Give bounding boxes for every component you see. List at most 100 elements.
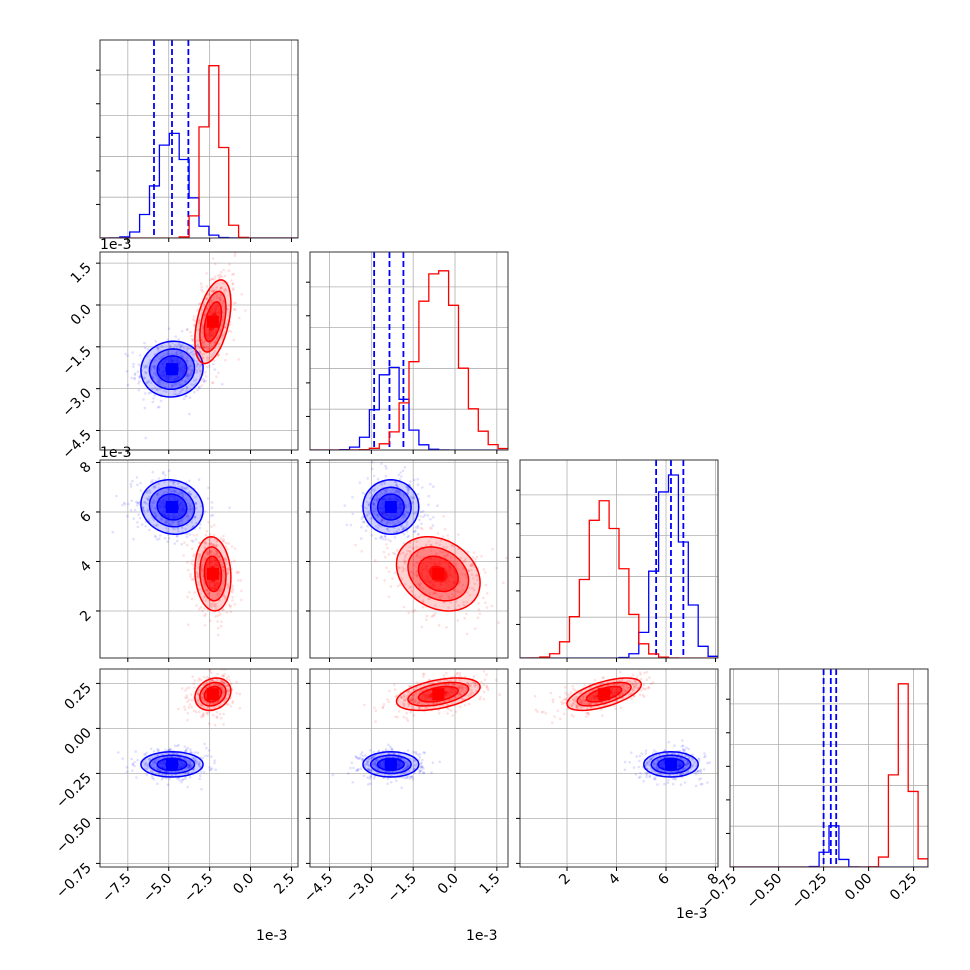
sample-point [227,675,230,678]
sample-point [203,457,206,460]
contour-red [417,555,459,593]
sample-point [498,693,502,696]
sample-point [414,763,417,766]
sample-point [467,702,471,706]
contour-red [407,546,470,602]
sample-point [386,782,389,785]
sample-point [207,592,211,595]
sample-point [211,381,215,385]
sample-point [190,597,194,601]
sample-point [390,748,394,751]
sample-point [131,762,135,766]
sample-point [195,533,199,537]
sample-point [200,379,204,382]
sample-point [210,355,213,359]
sample-point [152,486,156,489]
sample-point [178,343,182,346]
sample-point [240,589,243,593]
sample-point [206,497,210,500]
sample-point [219,613,222,616]
sample-point [472,551,476,554]
sample-point [150,365,154,368]
sample-point [191,675,194,678]
sample-point [157,482,160,486]
sample-point [416,753,420,756]
sample-point [131,763,135,766]
sample-point [219,329,222,332]
sample-point [389,539,392,543]
sample-point [502,581,505,585]
sample-point [370,460,374,464]
sample-point [232,288,235,292]
sample-point [184,394,187,398]
contour-blue [140,340,204,398]
sample-point [227,542,230,545]
sample-point [206,358,209,362]
sample-point [229,682,233,685]
sample-point [187,623,190,626]
sample-point [177,743,180,747]
sample-point [198,552,202,556]
sample-point [655,766,659,770]
sample-point [204,599,208,602]
sample-point [218,699,221,702]
sample-point [365,514,369,518]
sample-point [208,532,212,536]
sample-point [420,761,423,765]
panel-3-0: −7.5 −5.0 −2.5 0.0 2.5−0.75−0.50−0.250.000.2… [53,668,299,906]
sample-point [181,355,184,359]
sample-point [638,754,642,758]
sample-point [200,770,203,773]
sample-point [413,700,417,703]
y-tick-label: 4 [77,558,95,576]
sample-point [386,777,390,781]
sample-point [223,325,227,329]
sample-point [147,498,150,501]
sample-point [407,703,411,706]
sample-point [412,767,416,771]
sample-point [373,761,377,764]
sample-point [686,762,690,766]
sample-point [204,613,207,616]
sample-point [226,582,230,586]
sample-point [374,766,378,769]
sample-point [412,563,416,566]
sample-point [423,751,427,755]
sample-point [221,687,224,691]
sample-point [366,761,369,764]
sample-point [202,712,205,715]
sample-point [463,559,467,563]
panel-1-0: −4.5−3.0−1.50.01.5 [59,251,299,462]
sample-point [216,700,219,704]
sample-point [185,486,189,489]
sample-point [190,370,193,374]
sample-point [497,621,500,624]
sample-point [364,763,367,766]
sample-point [222,565,225,569]
sample-point [218,588,222,591]
sample-point [143,406,147,410]
sample-point [195,761,199,764]
sample-point [145,363,149,367]
sample-point [183,749,187,753]
sample-point [191,578,195,581]
sample-point [406,489,410,492]
sample-point [364,529,368,532]
sample-point [421,486,424,489]
sample-point [462,600,465,604]
sample-point [187,771,190,775]
sample-point [684,762,688,766]
sample-point [190,562,193,565]
sample-point [217,555,221,558]
sample-point [197,318,201,322]
sample-point [213,604,216,607]
x-tick-label: −2.5 [181,871,216,906]
sample-point [406,764,410,768]
sample-point [212,533,216,537]
sample-point [671,782,675,786]
sample-point [697,757,701,760]
sample-point [214,262,217,266]
sample-point [187,764,190,768]
sample-point [381,517,385,521]
sample-point [438,760,442,764]
